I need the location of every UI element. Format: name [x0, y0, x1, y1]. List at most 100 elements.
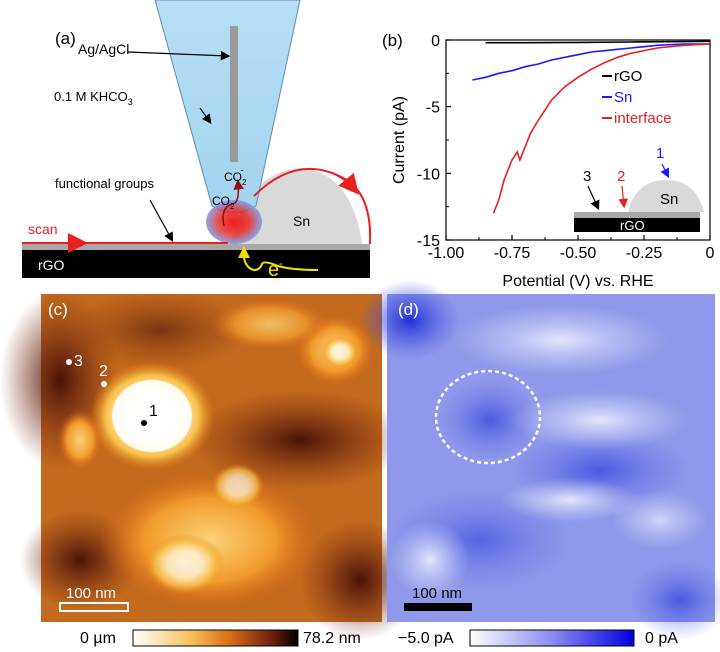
reactant-text: CO	[212, 194, 230, 208]
product-superscript: -	[240, 165, 243, 175]
electrolyte-label: 0.1 M KHCO3	[54, 89, 133, 107]
current-map-region	[450, 304, 670, 376]
sn-label: Sn	[293, 213, 310, 229]
ag-agcl-label: Ag/AgCl	[78, 41, 129, 57]
product-label: CO2 -	[224, 165, 247, 187]
legend-label-interface: interface	[614, 110, 672, 127]
inset-marker-2: 2	[617, 168, 625, 185]
electrolyte-text: 0.1 M KHCO	[54, 89, 128, 104]
y-tick-label: -5	[426, 100, 440, 117]
ag-agcl-wire	[230, 26, 238, 162]
inset-arrow-2	[618, 185, 629, 209]
electron-label: e-	[268, 258, 283, 281]
electron-text: e	[268, 259, 279, 281]
ag-agcl-leader	[127, 50, 231, 61]
colorbar-d-min: −5.0 pA	[398, 630, 454, 647]
inset-marker-3: 3	[583, 168, 591, 185]
current-map-region	[390, 520, 470, 600]
electron-path	[243, 257, 319, 272]
current-map-region	[630, 560, 720, 640]
x-tick-label: -1.00	[428, 245, 465, 262]
x-tick-label: -0.25	[626, 245, 663, 262]
topo-feature	[100, 470, 320, 610]
panel-d-label: (d)	[398, 300, 419, 319]
scalebar-d-label: 100 nm	[412, 585, 462, 602]
scalebar-c	[59, 602, 129, 612]
point-3-label: 3	[74, 353, 83, 370]
point-2-label: 2	[99, 363, 108, 380]
scalebar-c-label: 100 nm	[66, 585, 116, 602]
functional-groups-leader	[149, 199, 174, 243]
current-map-region	[440, 380, 540, 460]
series-line-rgo	[485, 40, 711, 44]
substrate-top-layer	[22, 244, 370, 250]
current-map-region	[360, 280, 460, 360]
y-tick-label: 0	[431, 33, 440, 50]
series-line-sn	[472, 43, 710, 81]
topo-feature	[322, 336, 358, 368]
co2-reduction-arrow	[222, 179, 244, 227]
panel-c: 3 2 1 (c) 100 nm 0 µm 78.2 nm	[0, 290, 420, 647]
inset-marker-1: 1	[656, 145, 664, 162]
inset-rgo-label: rGO	[620, 218, 645, 233]
topo-feature	[212, 464, 264, 508]
rgo-label: rGO	[38, 257, 65, 273]
scan-label: scan	[28, 221, 58, 237]
inset-rgo-substrate	[574, 218, 700, 232]
inset-arrow-3	[587, 185, 600, 211]
colorbar-c	[132, 629, 299, 647]
droplet	[206, 200, 262, 244]
topo-dark-region	[70, 290, 250, 370]
scalebar-d	[404, 603, 472, 611]
product-text: CO	[224, 170, 242, 184]
inset-arrow-1	[660, 163, 670, 179]
series-line-interface	[492, 43, 711, 214]
reactant-label: CO2	[212, 194, 235, 211]
inset-schematic: rGO Sn 3 2 1	[574, 145, 704, 233]
panel-b: (b) Current (pA) Potential (V) vs. RHE -…	[382, 31, 715, 290]
legend-label-rgo: rGO	[614, 68, 642, 85]
reactant-subscript: 2	[230, 202, 235, 211]
legend-label-sn: Sn	[614, 89, 632, 106]
current-map-region	[500, 478, 640, 522]
panel-b-label: (b)	[382, 31, 403, 50]
y-tick-label: -10	[417, 166, 440, 183]
x-tick-label: -0.50	[560, 245, 597, 262]
rgo-substrate	[22, 250, 370, 278]
panel-a: (a) Ag/AgCl 0.1 M KHCO3 CO2- CO2 Sn func…	[22, 0, 372, 281]
colorbar-d-max: 0 pA	[645, 630, 678, 647]
legend: rGO Sn interface	[602, 68, 672, 127]
colorbar-c-min: 0 µm	[80, 630, 116, 647]
point-2-marker	[101, 381, 107, 387]
inset-sn-label: Sn	[660, 191, 678, 208]
topo-sn-particle-core	[112, 380, 192, 452]
y-axis-label: Current (pA)	[391, 96, 408, 184]
topo-feature	[210, 298, 330, 350]
x-tick-label: 0	[706, 245, 715, 262]
panel-c-label: (c)	[48, 300, 68, 319]
electrolyte-subscript: 3	[128, 97, 133, 107]
scan-curve-arrow	[329, 171, 359, 195]
x-tick-label: -0.75	[494, 245, 531, 262]
colorbar-c-max: 78.2 nm	[303, 630, 361, 647]
topo-feature	[145, 534, 225, 594]
inset-sn-particle	[628, 180, 704, 212]
electron-arrow-head	[238, 246, 250, 258]
electrolyte-leader	[199, 107, 212, 124]
panel-d: (d) 100 nm −5.0 pA 0 pA	[360, 280, 720, 647]
x-axis-label: Potential (V) vs. RHE	[502, 273, 653, 290]
colorbar-d	[469, 629, 635, 647]
y-tick-label: -15	[417, 233, 440, 250]
inset-top-layer	[574, 212, 700, 218]
point-1-label: 1	[149, 403, 158, 420]
functional-groups-label: functional groups	[55, 176, 155, 191]
point-3-marker	[66, 359, 72, 365]
point-1-marker	[141, 420, 147, 426]
panel-a-label: (a)	[55, 29, 76, 48]
current-map-region	[510, 390, 690, 450]
chart-b: Current (pA) Potential (V) vs. RHE -1.00…	[391, 33, 715, 290]
current-map-region	[610, 490, 710, 550]
product-subscript: 2	[242, 178, 247, 187]
sn-particle-outline	[434, 369, 542, 465]
